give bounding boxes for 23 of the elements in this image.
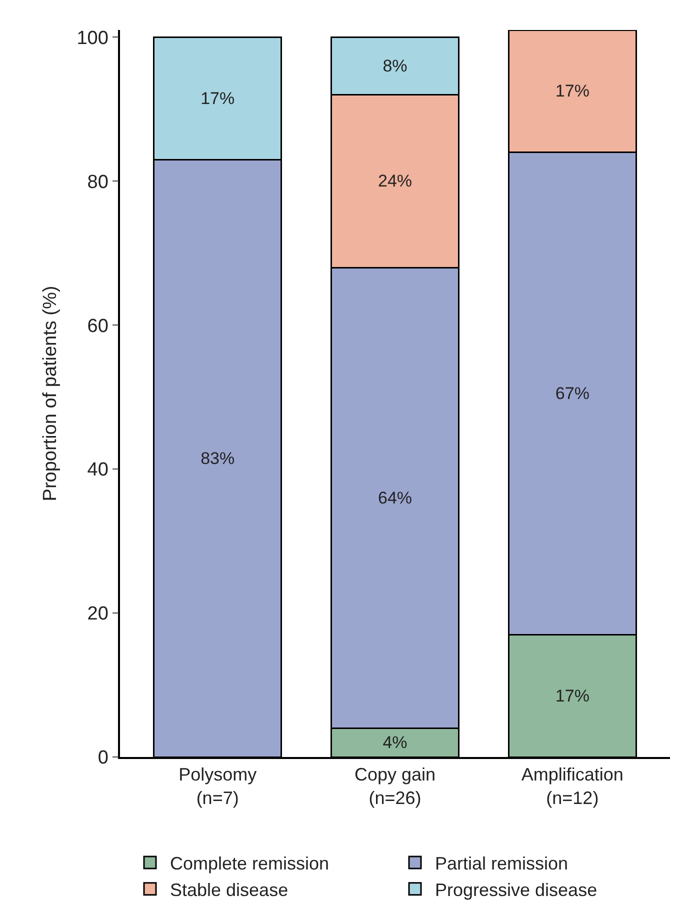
y-tick-label: 40 xyxy=(87,460,108,481)
x-tick-label: Amplification (n=12) xyxy=(521,764,624,808)
data-label: 17% xyxy=(555,686,590,706)
legend-label: Progressive disease xyxy=(435,880,598,900)
y-tick-label: 20 xyxy=(87,604,108,625)
data-label: 64% xyxy=(378,488,412,508)
x-tick-label: Polysomy (n=7) xyxy=(178,764,257,808)
legend-label: Partial remission xyxy=(435,853,568,874)
y-axis-title: Proportion of patients (%) xyxy=(40,286,62,502)
data-label: 8% xyxy=(382,56,408,76)
data-label: 67% xyxy=(555,384,590,403)
y-tick-label: 80 xyxy=(87,172,108,193)
y-tick-label: 100 xyxy=(76,28,108,49)
y-tick-label: 60 xyxy=(87,316,108,337)
x-tick-label: Copy gain (n=26) xyxy=(354,764,436,808)
data-label: 24% xyxy=(378,172,412,191)
legend-label: Complete remission xyxy=(170,853,330,874)
data-label: 17% xyxy=(200,88,235,108)
data-label: 4% xyxy=(382,733,408,752)
data-label: 83% xyxy=(200,448,235,468)
data-label: 17% xyxy=(555,82,590,101)
y-tick-label: 0 xyxy=(98,748,108,769)
legend-label: Stable disease xyxy=(170,880,288,900)
